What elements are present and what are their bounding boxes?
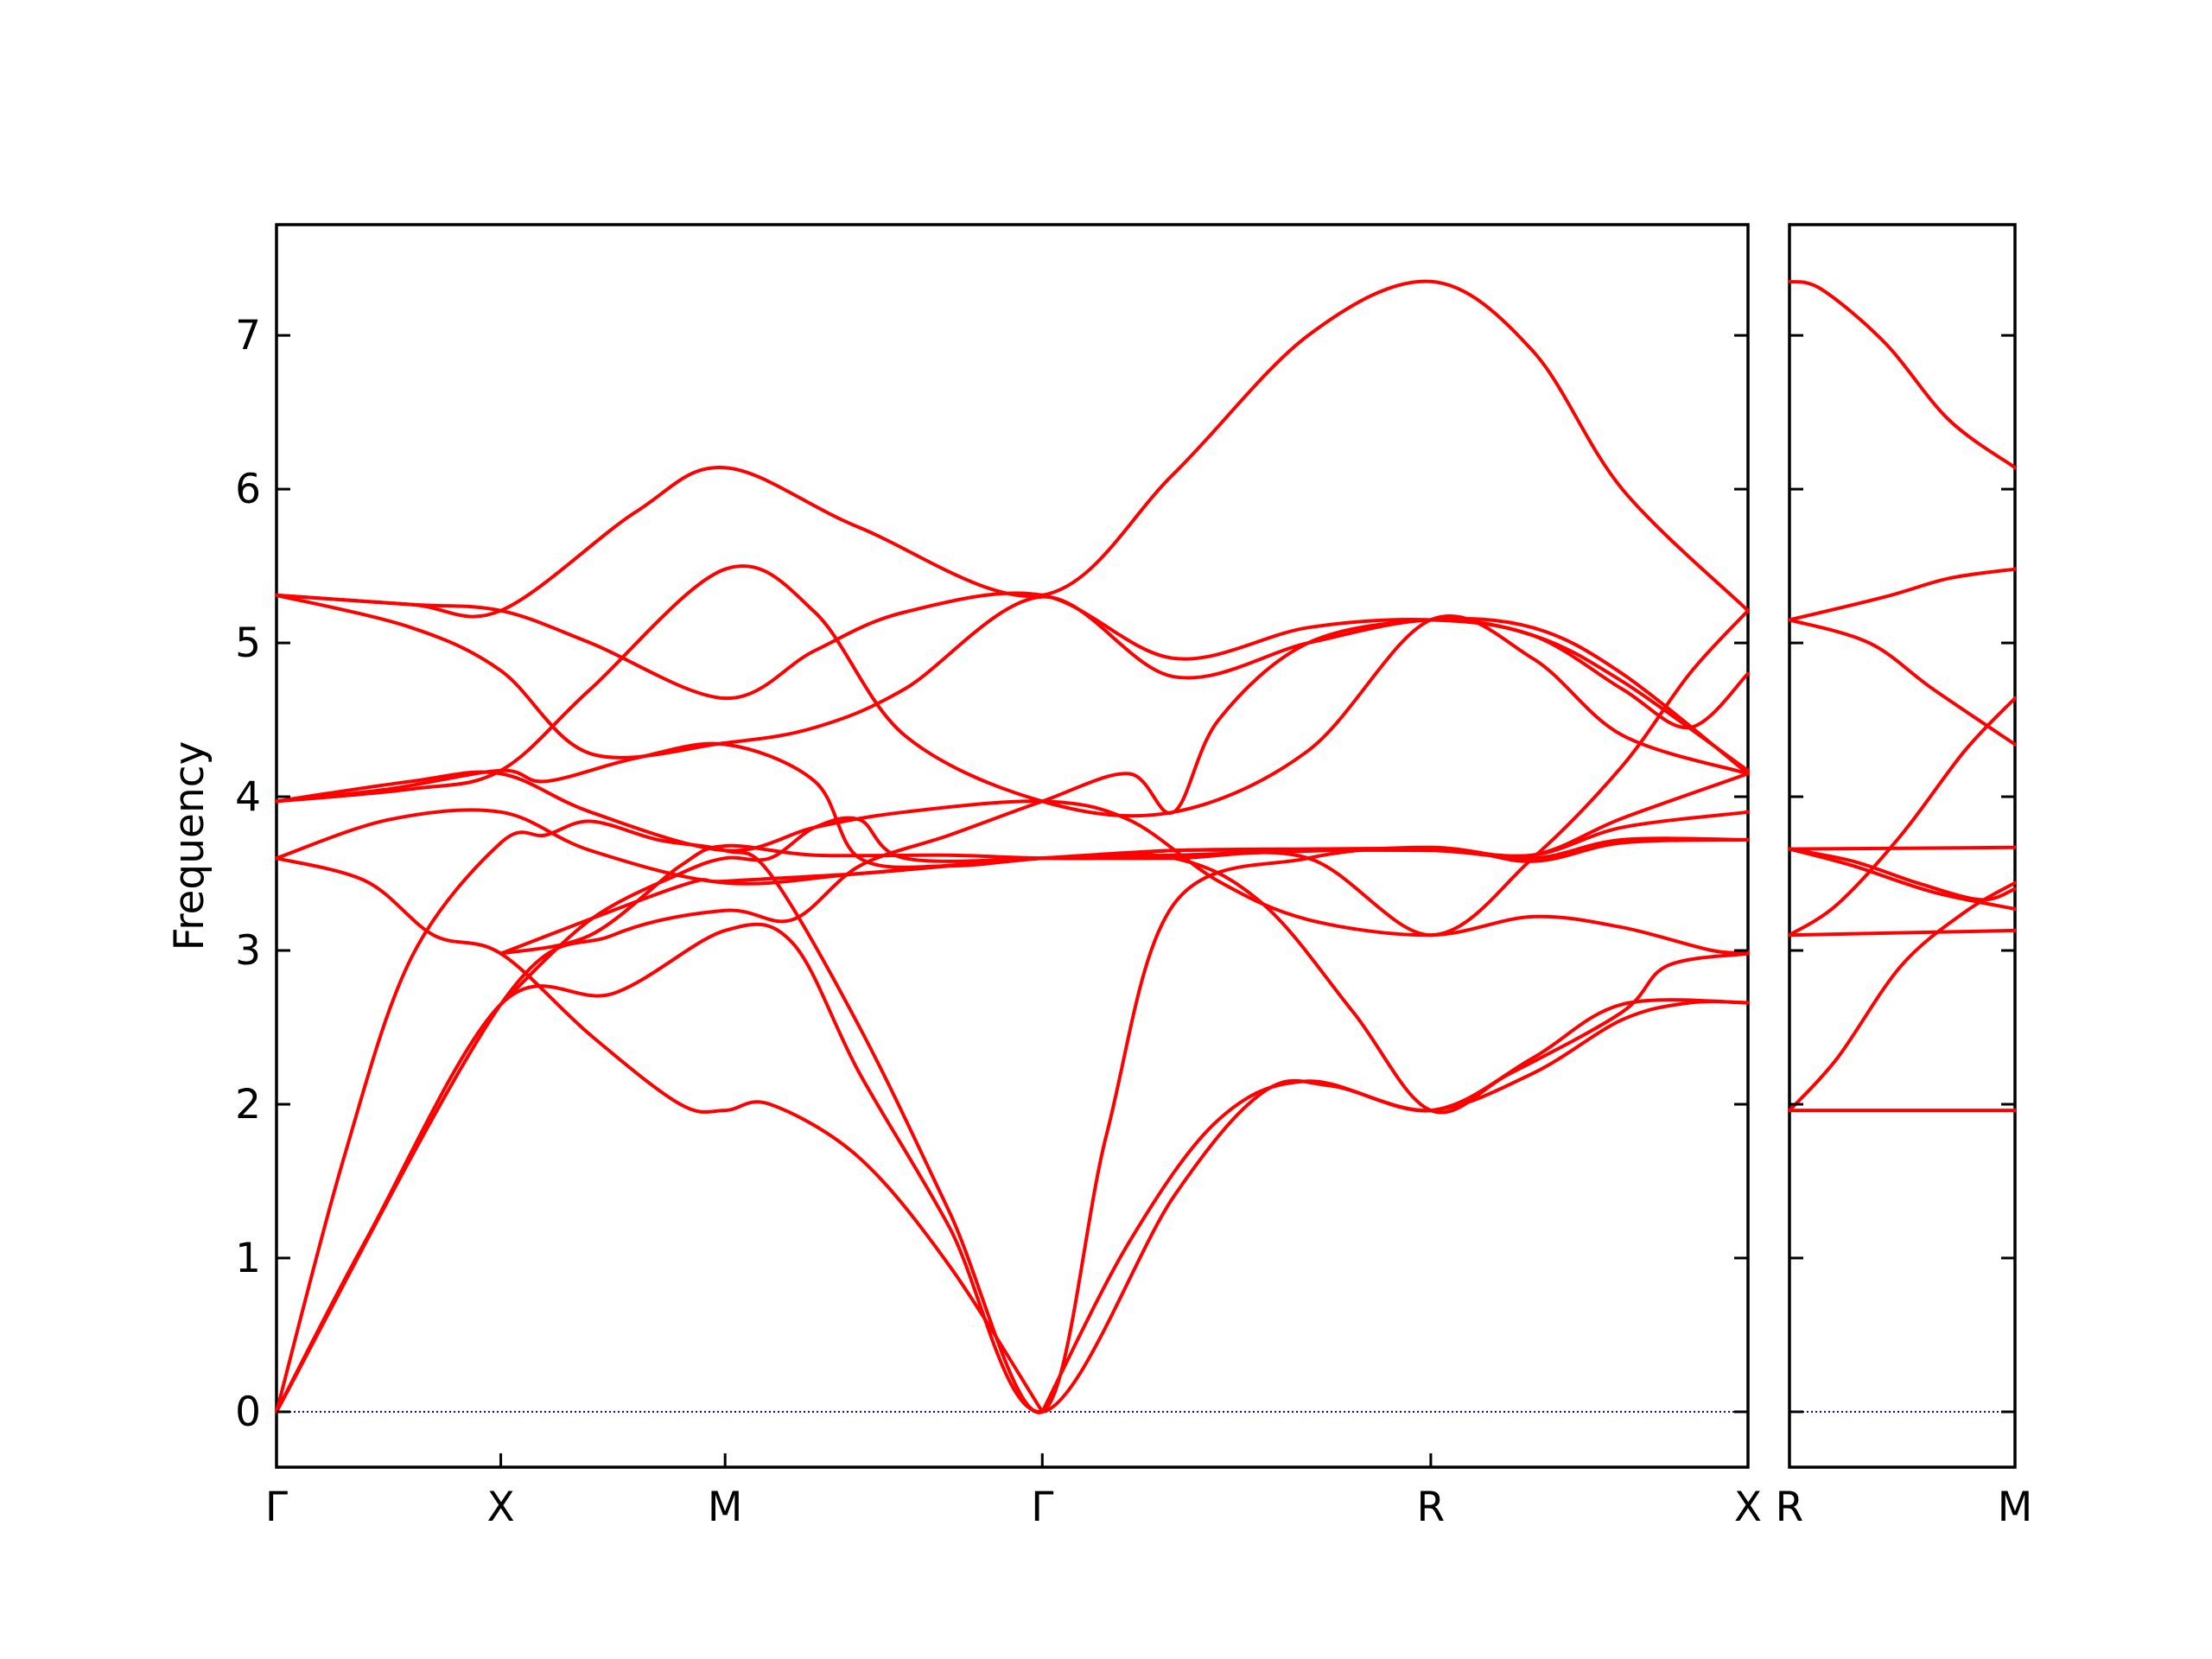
side-panel-frame: [1788, 223, 2017, 1469]
main-band-10: [499, 810, 1750, 1007]
main-band-13: [275, 279, 1750, 619]
y-tick-label: 1: [235, 1235, 261, 1282]
x-tick-label: X: [486, 1484, 514, 1531]
x-tick-label: R: [1776, 1484, 1804, 1531]
side-band-5: [1788, 845, 2017, 851]
main-band-6: [275, 741, 1750, 869]
y-tick-label: 3: [235, 927, 261, 975]
main-band-3: [275, 856, 1045, 1414]
x-tick-label: M: [1998, 1484, 2033, 1531]
main-band-2: [275, 819, 1750, 1414]
main-band-5: [275, 770, 1750, 955]
main-panel-y-ticks: 0 1 2 3 4 5 6 7: [235, 312, 1748, 1436]
main-panel: Γ X M Γ R X 0 1 2 3 4 5 6 7: [235, 223, 1762, 1531]
x-tick-label: Γ: [1031, 1484, 1053, 1531]
main-band-15: [1040, 998, 1750, 1414]
x-tick-label: X: [1734, 1484, 1762, 1531]
side-panel-y-ticks: [1789, 334, 2015, 1414]
side-band-3: [1788, 928, 2017, 938]
main-band-11: [499, 608, 1750, 956]
main-band-12: [275, 563, 1750, 818]
main-band-14: [499, 837, 1750, 956]
y-tick-label: 0: [235, 1389, 261, 1436]
x-tick-label: M: [708, 1484, 743, 1531]
x-tick-label: R: [1417, 1484, 1446, 1531]
side-band-4: [1788, 696, 2017, 938]
side-band-9: [1788, 567, 2017, 622]
main-band-7: [275, 593, 1750, 772]
side-band-8: [1788, 618, 2017, 747]
y-tick-label: 4: [235, 773, 261, 821]
x-tick-label: Γ: [265, 1484, 288, 1531]
side-panel-bands: [1788, 279, 2017, 1413]
side-band-6: [1788, 847, 2017, 911]
y-tick-label: 5: [235, 620, 261, 667]
main-panel-bands: [275, 279, 1750, 1414]
y-tick-label: 6: [235, 466, 261, 513]
side-band-10: [1788, 279, 2017, 470]
y-tick-label: 2: [235, 1081, 261, 1128]
main-panel-frame: [275, 223, 1750, 1469]
side-band-2: [1788, 880, 2017, 1113]
y-axis-label: Frequency: [166, 741, 213, 951]
y-tick-label: 7: [235, 312, 261, 359]
main-band-9: [275, 617, 1750, 1414]
side-band-7: [1788, 847, 2017, 902]
main-band-1: [275, 922, 1750, 1414]
